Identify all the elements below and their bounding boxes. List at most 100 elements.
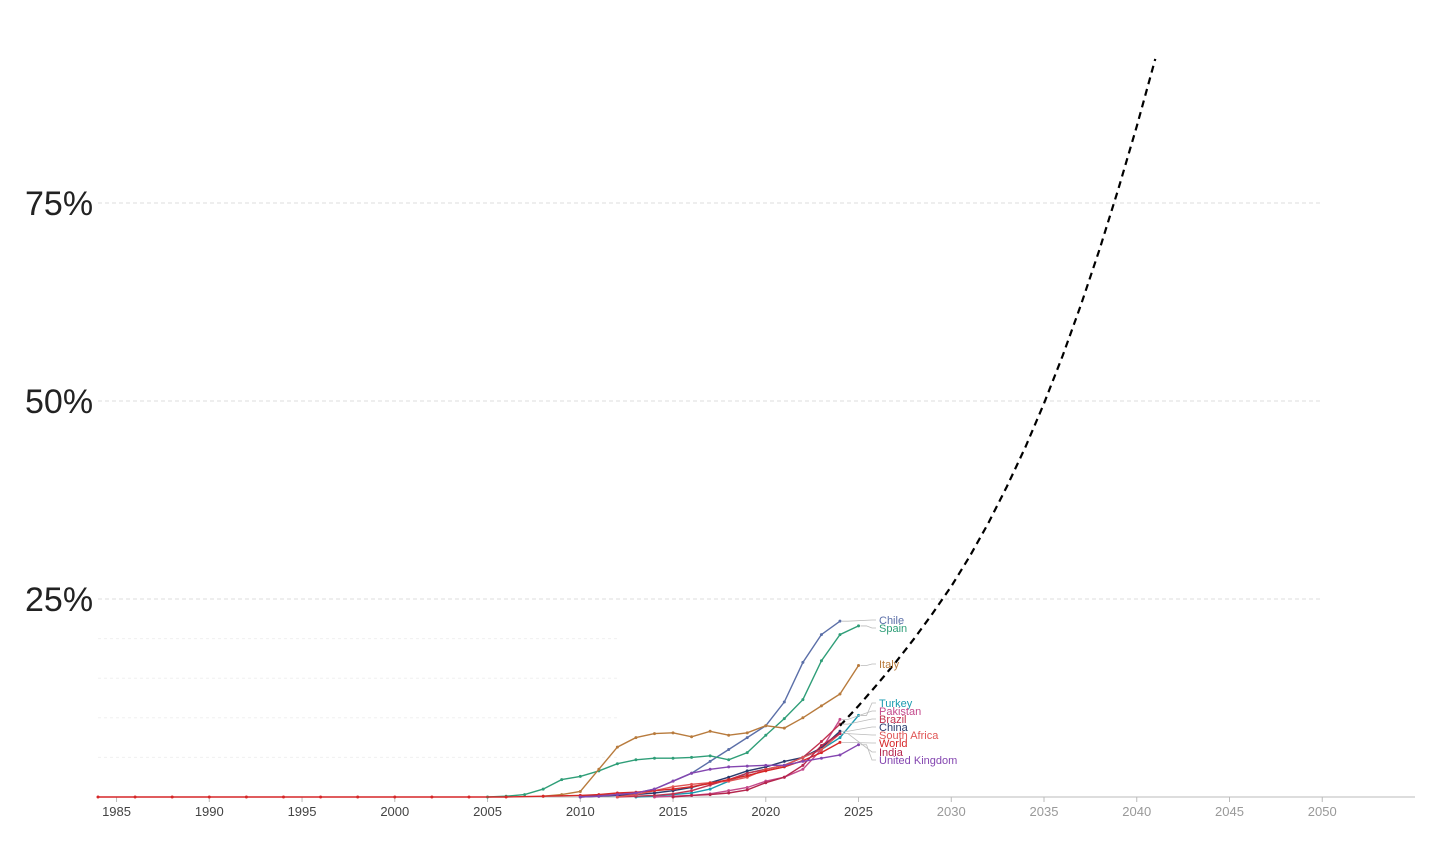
data-point-italy [652, 732, 656, 736]
data-point-united-kingdom [819, 756, 823, 760]
data-point-china [727, 775, 731, 779]
data-point-india [745, 788, 749, 792]
data-point-brazil [690, 789, 694, 793]
data-point-world [207, 795, 211, 799]
data-point-united-kingdom [857, 743, 861, 747]
data-point-pakistan [838, 717, 842, 721]
data-point-united-kingdom [727, 765, 731, 769]
legend-label-brazil: Brazil [879, 714, 907, 726]
data-point-spain [782, 717, 786, 721]
data-point-world [745, 774, 749, 778]
series-line-china [580, 730, 841, 798]
legend-leader-chile [841, 619, 876, 622]
data-point-world [727, 778, 731, 782]
data-point-south-africa [615, 795, 619, 799]
data-point-italy [578, 789, 582, 793]
data-point-united-kingdom [597, 794, 601, 798]
legend-label-united-kingdom: United Kingdom [879, 755, 957, 767]
data-point-turkey [838, 736, 842, 740]
data-point-spain [838, 633, 842, 637]
legend-label-turkey: Turkey [879, 698, 913, 710]
legend-leader-united-kingdom [860, 744, 876, 761]
minor-gridlines [98, 638, 618, 758]
y-tick-label: 50% [25, 383, 93, 421]
major-gridlines [98, 202, 1323, 600]
data-point-spain [727, 758, 731, 762]
data-point-brazil [819, 740, 823, 744]
data-point-spain [857, 624, 861, 628]
series-line-turkey [635, 714, 860, 798]
y-tick-label: 75% [25, 185, 93, 223]
data-point-italy [745, 731, 749, 735]
data-point-spain [523, 793, 527, 797]
data-point-india [838, 732, 842, 736]
series-line-italy [543, 665, 860, 797]
data-point-united-kingdom [615, 793, 619, 797]
data-point-india [782, 775, 786, 779]
series-line-spain [487, 625, 859, 798]
data-point-india [727, 791, 731, 795]
data-point-italy [801, 716, 805, 720]
legend-label-india: India [879, 747, 904, 759]
x-tick-label: 2005 [473, 804, 502, 819]
data-point-chile [727, 747, 731, 751]
x-tick-label: 1990 [195, 804, 224, 819]
data-point-brazil [745, 771, 749, 775]
data-point-spain [745, 751, 749, 755]
data-point-world [133, 795, 137, 799]
x-tick-label: 2045 [1215, 804, 1244, 819]
data-point-south-africa [801, 755, 805, 759]
legend-leader-italy [860, 663, 876, 666]
data-point-world [96, 795, 100, 799]
data-point-spain [671, 756, 675, 760]
data-point-italy [690, 735, 694, 739]
data-point-italy [634, 736, 638, 740]
legend-leader-china [841, 726, 876, 732]
data-point-spain [560, 778, 564, 782]
data-point-india [801, 763, 805, 767]
data-point-united-kingdom [652, 787, 656, 791]
data-point-united-kingdom [578, 795, 582, 799]
data-point-world [281, 795, 285, 799]
legend-leader-india [841, 733, 876, 753]
series-india [671, 732, 842, 799]
data-point-italy [857, 664, 861, 668]
data-point-world [504, 795, 508, 799]
data-point-turkey [690, 791, 694, 795]
data-point-china [838, 729, 842, 733]
data-point-spain [708, 754, 712, 758]
data-point-united-kingdom [782, 763, 786, 767]
data-point-south-africa [690, 782, 694, 786]
legend-label-spain: Spain [879, 623, 907, 635]
data-point-brazil [652, 793, 656, 797]
series-spain [486, 624, 861, 799]
data-point-india [708, 793, 712, 797]
data-point-chile [782, 700, 786, 704]
data-point-chile [801, 660, 805, 664]
x-tick-label: 1995 [288, 804, 317, 819]
data-point-italy [838, 692, 842, 696]
x-tick-label: 2020 [751, 804, 780, 819]
legend-label-china: China [879, 722, 909, 734]
data-point-pakistan [727, 789, 731, 793]
data-point-chile [819, 633, 823, 637]
data-point-india [819, 744, 823, 748]
data-point-italy [819, 704, 823, 708]
data-point-united-kingdom [838, 753, 842, 757]
data-point-world [430, 795, 434, 799]
data-point-china [745, 769, 749, 773]
x-tick-label: 2010 [566, 804, 595, 819]
legend-label-south-africa: South Africa [879, 730, 939, 742]
data-point-united-kingdom [634, 791, 638, 795]
data-point-south-africa [819, 747, 823, 751]
legend-label-pakistan: Pakistan [879, 706, 921, 718]
series-world [96, 740, 842, 799]
data-point-united-kingdom [690, 771, 694, 775]
data-point-world [671, 787, 675, 791]
data-point-world [764, 769, 768, 773]
data-point-world [838, 740, 842, 744]
legend-label-chile: Chile [879, 615, 904, 627]
data-point-italy [782, 726, 786, 730]
